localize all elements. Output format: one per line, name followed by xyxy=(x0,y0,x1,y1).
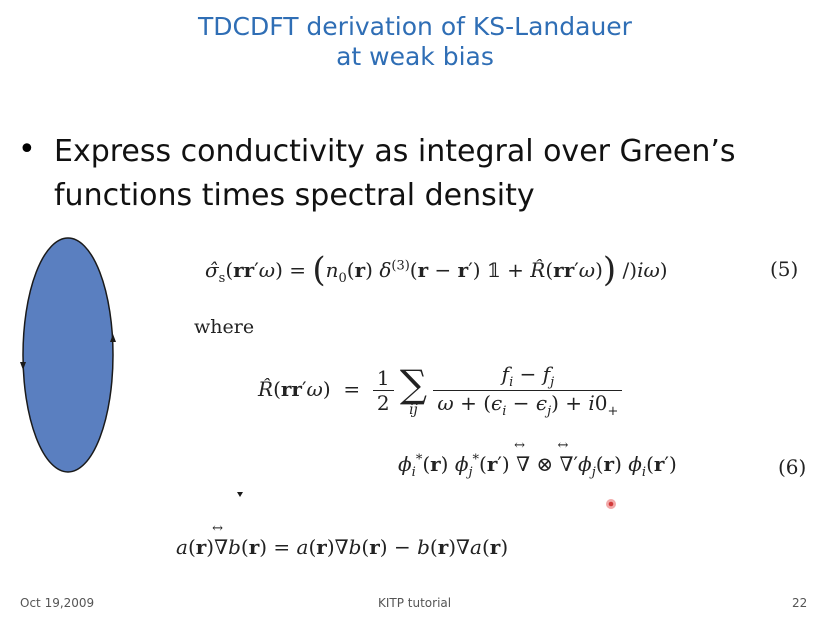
arrowhead-right-icon xyxy=(110,334,116,342)
slide-title-line-2: at weak bias xyxy=(336,42,494,71)
equation-6-number: (6) xyxy=(778,455,807,479)
equation-5-number: (5) xyxy=(770,257,799,281)
footer-date: Oct 19,2009 xyxy=(20,596,95,610)
laser-pointer-core xyxy=(608,501,614,507)
bullet-text: Express conductivity as integral over Gr… xyxy=(54,134,736,213)
equation-5: σ̂s(rr′ω) = (n0(r) δ(3)(r − r′) 𝟙 + R̂(r… xyxy=(205,250,668,290)
footer-center-text: KITP tutorial xyxy=(378,596,452,610)
footer-page-number: 22 xyxy=(792,596,808,610)
equation-6-line-2: ϕi*(r) ϕj*(r′) ∇ ↔ ⊗ ∇ ↔ ′ϕj(r) ϕi(r′) xyxy=(398,438,677,480)
bullet-dot-icon: • xyxy=(18,132,36,167)
small-arrow-icon xyxy=(237,492,243,497)
slide-title-line-1: TDCDFT derivation of KS-Landauer xyxy=(198,12,632,41)
where-label: where xyxy=(194,316,255,338)
slide-title: TDCDFT derivation of KS-Landauer at weak… xyxy=(0,12,830,72)
arrowhead-left-icon xyxy=(20,362,26,370)
blue-ellipse-shape xyxy=(22,237,114,473)
gradient-definition-equation: a(r)∇ ↔ b(r) = a(r)∇b(r) − b(r)∇a(r) xyxy=(176,521,509,559)
